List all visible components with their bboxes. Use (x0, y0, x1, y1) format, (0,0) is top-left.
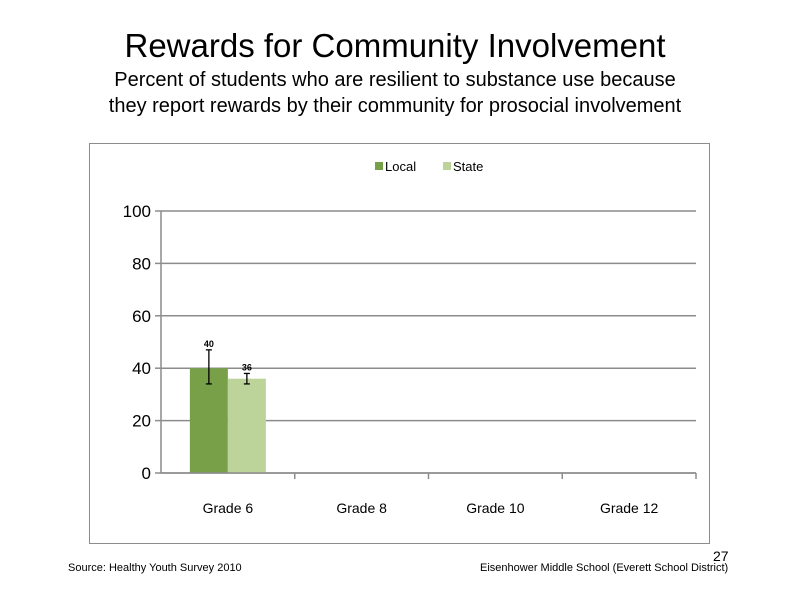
x-tick-label: Grade 12 (600, 500, 659, 516)
slide-subtitle: Percent of students who are resilient to… (0, 67, 790, 119)
x-tick-label: Grade 6 (203, 500, 254, 516)
bar-state (227, 378, 266, 473)
x-tick-label: Grade 10 (466, 500, 525, 516)
x-tick-label: Grade 8 (336, 500, 387, 516)
y-tick-label: 100 (123, 202, 151, 221)
chart-frame: 0 20 40 60 80 100 Grade 6 Grade 8 Grade 10 Grade … (89, 143, 710, 544)
legend-label: State (453, 159, 483, 174)
school-name: Eisenhower Middle School (Everett School… (480, 562, 729, 574)
bar-chart: 0 20 40 60 80 100 Grade 6 Grade 8 Grade 10 Grade … (123, 159, 697, 516)
y-tick-label: 0 (142, 464, 151, 483)
y-tick-label: 60 (132, 307, 151, 326)
y-tick-label: 80 (132, 254, 151, 273)
data-label: 36 (242, 362, 252, 372)
data-label: 40 (204, 339, 214, 349)
source-note: Source: Healthy Youth Survey 2010 (68, 562, 242, 574)
slide-title: Rewards for Community Involvement (124, 27, 666, 64)
y-tick-label: 20 (132, 412, 151, 431)
bar-local (189, 368, 228, 473)
subtitle-line-1: Percent of students who are resilient to… (114, 69, 676, 91)
page-number: 27 (713, 548, 729, 564)
legend-swatch (375, 162, 383, 170)
legend-label: Local (385, 159, 416, 174)
legend-swatch (443, 162, 451, 170)
subtitle-line-2: they report rewards by their community f… (108, 95, 682, 117)
y-tick-label: 40 (132, 359, 151, 378)
